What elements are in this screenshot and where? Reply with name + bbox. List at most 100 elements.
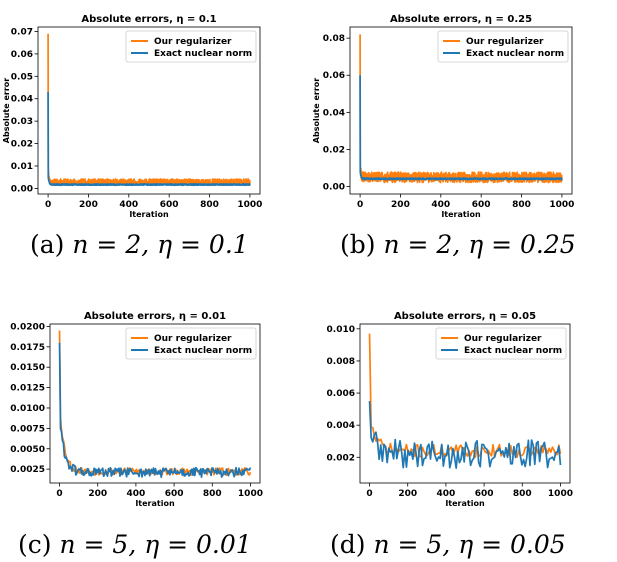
caption-a-math: n = 2, η = 0.1 (72, 230, 249, 259)
legend-box (125, 327, 257, 360)
x-tick-label: 200 (88, 489, 107, 499)
x-tick-label: 0 (56, 489, 62, 499)
x-tick-label: 1000 (549, 200, 574, 210)
legend-label: Our regularizer (154, 334, 232, 344)
x-tick-label: 0 (45, 200, 51, 210)
x-axis-label: Iteration (135, 499, 175, 508)
y-tick-label: 0.06 (11, 50, 33, 60)
y-tick-label: 0.006 (327, 389, 355, 399)
y-tick-label: 0.02 (323, 145, 345, 155)
y-axis-label: Absolute error (2, 78, 11, 143)
y-tick-label: 0.0150 (10, 363, 45, 373)
chart-title: Absolute errors, η = 0.05 (394, 311, 536, 322)
y-tick-label: 0.0200 (10, 322, 45, 332)
y-tick-label: 0.06 (323, 71, 345, 81)
x-tick-label: 400 (431, 200, 450, 210)
x-tick-label: 600 (165, 489, 184, 499)
caption-a-label: (a) (30, 230, 65, 259)
chart-a-svg: Absolute errors, η = 0.1 0 200 400 600 800 100… (2, 14, 262, 219)
chart-b-svg: Absolute errors, η = 0.25 0 200 400 600 800 10… (312, 14, 574, 219)
x-tick-label: 400 (119, 200, 138, 210)
x-tick-label: 800 (513, 489, 532, 499)
y-axis-label: Absolute error (312, 78, 321, 143)
chart-title: Absolute errors, η = 0.01 (84, 311, 226, 322)
x-tick-label: 400 (127, 489, 146, 499)
chart-a: Absolute errors, η = 0.1 0 200 400 600 800 100… (0, 0, 300, 230)
x-axis-label: Iteration (129, 210, 169, 219)
caption-d-math: n = 5, η = 0.05 (373, 530, 566, 559)
legend-box (437, 30, 569, 63)
caption-c-label: (c) (18, 530, 52, 559)
x-tick-label: 800 (200, 200, 219, 210)
series-line-exact-nuclear-norm (359, 75, 563, 181)
y-tick-label: 0.00 (323, 183, 345, 193)
x-tick-label: 0 (357, 200, 363, 210)
x-tick-label: 800 (203, 489, 222, 499)
y-tick-label: 0.07 (11, 27, 33, 37)
chart-d: Absolute errors, η = 0.05 0 200 400 600 800 10… (310, 305, 610, 525)
caption-c: (c) n = 5, η = 0.01 (18, 530, 252, 559)
axes-frame (49, 323, 261, 484)
x-tick-label: 400 (437, 489, 456, 499)
y-tick-label: 0.05 (11, 72, 33, 82)
caption-a: (a) n = 2, η = 0.1 (30, 230, 249, 259)
axes-frame (349, 26, 573, 195)
y-tick-label: 0.04 (11, 95, 33, 105)
y-tick-label: 0.00 (11, 184, 33, 194)
chart-d-svg: Absolute errors, η = 0.05 0 200 400 600 800 10… (327, 311, 573, 508)
y-tick-label: 0.0075 (10, 424, 45, 434)
y-tick-label: 0.008 (327, 357, 355, 367)
y-tick-label: 0.0100 (10, 404, 45, 414)
caption-d: (d) n = 5, η = 0.05 (330, 530, 566, 559)
chart-b: Absolute errors, η = 0.25 0 200 400 600 800 10… (310, 0, 610, 230)
caption-b-label: (b) (340, 230, 376, 259)
axes-frame (37, 26, 261, 195)
legend-box (435, 327, 567, 360)
legend-label: Our regularizer (464, 334, 542, 344)
legend-label: Our regularizer (466, 37, 544, 47)
legend-box (125, 30, 257, 63)
y-tick-label: 0.04 (323, 108, 345, 118)
series-line-exact-nuclear-norm (368, 401, 562, 469)
x-axis-label: Iteration (445, 499, 485, 508)
x-tick-label: 1000 (238, 489, 263, 499)
x-tick-label: 200 (398, 489, 417, 499)
y-tick-label: 0.0050 (10, 445, 45, 455)
series-line-our-regularizer (47, 33, 251, 187)
legend-label: Our regularizer (154, 37, 232, 47)
x-axis-label: Iteration (441, 210, 481, 219)
y-tick-label: 0.004 (327, 421, 355, 431)
x-tick-label: 600 (160, 200, 179, 210)
y-tick-label: 0.01 (11, 162, 33, 172)
legend-label: Exact nuclear norm (154, 49, 252, 59)
y-tick-label: 0.0025 (10, 465, 45, 475)
chart-title: Absolute errors, η = 0.1 (81, 14, 216, 25)
x-tick-label: 200 (391, 200, 410, 210)
x-tick-label: 800 (512, 200, 531, 210)
x-tick-label: 600 (475, 489, 494, 499)
series-line-exact-nuclear-norm (47, 92, 251, 187)
chart-c: Absolute errors, η = 0.01 0 200 400 600 800 10… (0, 305, 300, 525)
x-tick-label: 1000 (237, 200, 262, 210)
caption-c-math: n = 5, η = 0.01 (59, 530, 252, 559)
caption-b: (b) n = 2, η = 0.25 (340, 230, 576, 259)
y-tick-label: 0.010 (327, 325, 355, 335)
x-tick-label: 1000 (548, 489, 573, 499)
y-tick-label: 0.002 (327, 453, 355, 463)
y-tick-label: 0.0125 (10, 384, 45, 394)
x-tick-label: 600 (472, 200, 491, 210)
axes-frame (359, 323, 571, 484)
y-tick-label: 0.02 (11, 140, 33, 150)
series-line-exact-nuclear-norm (58, 342, 252, 479)
legend-label: Exact nuclear norm (466, 49, 564, 59)
chart-c-svg: Absolute errors, η = 0.01 0 200 400 600 800 10… (10, 311, 263, 508)
legend-label: Exact nuclear norm (464, 346, 562, 356)
y-tick-label: 0.03 (11, 117, 33, 127)
y-tick-label: 0.0175 (10, 343, 45, 353)
chart-title: Absolute errors, η = 0.25 (390, 14, 532, 25)
x-tick-label: 200 (79, 200, 98, 210)
caption-b-math: n = 2, η = 0.25 (383, 230, 576, 259)
caption-d-label: (d) (330, 530, 366, 559)
x-tick-label: 0 (366, 489, 372, 499)
y-tick-label: 0.08 (323, 34, 345, 44)
